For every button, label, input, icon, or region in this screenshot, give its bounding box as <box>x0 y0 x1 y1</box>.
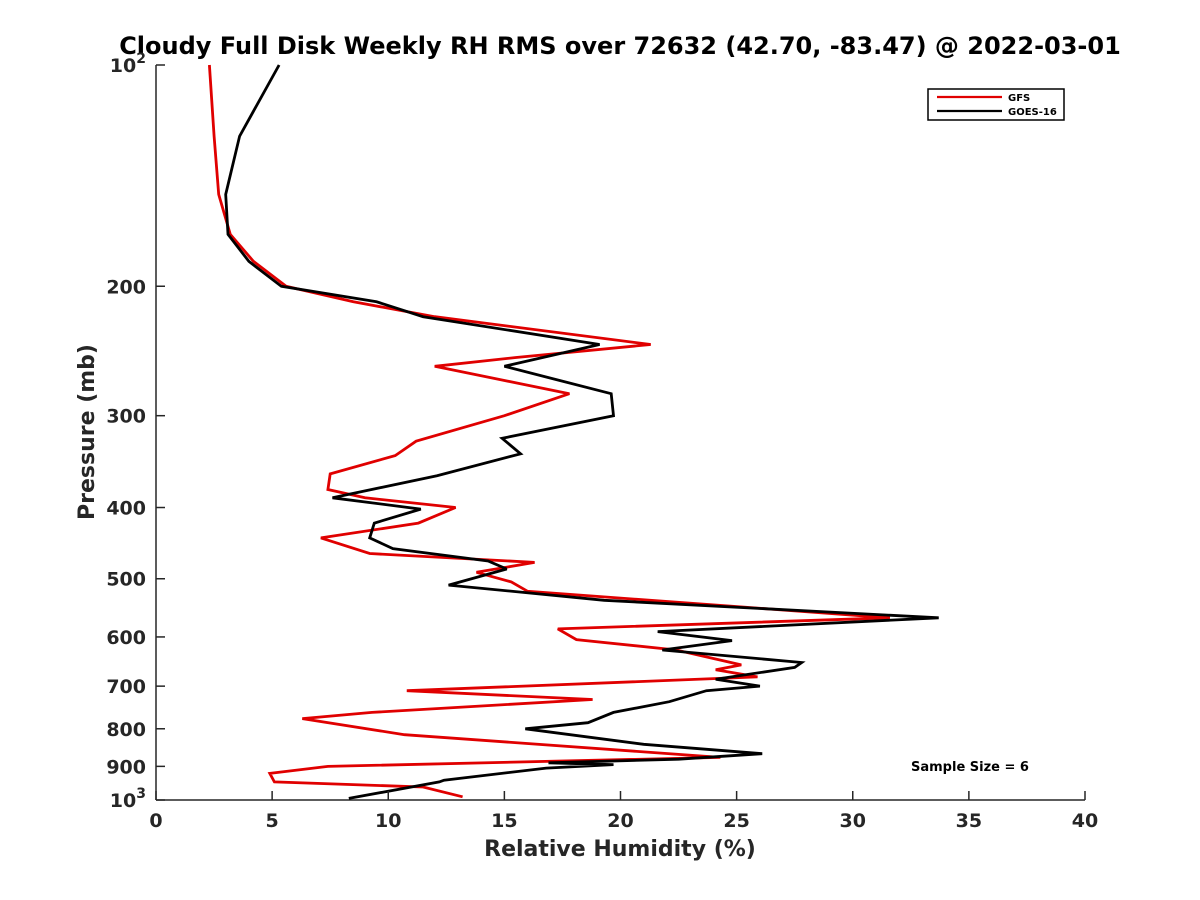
x-axis-label: Relative Humidity (%) <box>484 837 756 862</box>
x-tick-label: 0 <box>149 810 162 832</box>
legend-box <box>927 88 1065 121</box>
series-line-gfs <box>208 64 891 799</box>
y-tick-label: 400 <box>106 498 146 520</box>
x-axis: 0 5 10 15 20 25 30 35 40 <box>149 791 1098 832</box>
y-tick-label: 900 <box>106 756 146 778</box>
x-tick-label: 15 <box>491 810 517 832</box>
series-line-goes-16 <box>224 64 939 800</box>
plot-area <box>155 64 1085 801</box>
legend-label-goes16: GOES-16 <box>1008 107 1057 118</box>
x-tick-label: 30 <box>840 810 866 832</box>
y-tick-label: 500 <box>106 569 146 591</box>
x-tick-label: 40 <box>1072 810 1098 832</box>
x-tick-label: 35 <box>956 810 982 832</box>
y-tick-label: 800 <box>106 719 146 741</box>
x-tick-label: 10 <box>375 810 401 832</box>
x-tick-label: 5 <box>266 810 279 832</box>
y-axis: 102 200 300 400 500 600 700 800 900 103 <box>106 51 165 812</box>
legend-label-gfs: GFS <box>1008 93 1030 104</box>
x-tick-label: 20 <box>607 810 633 832</box>
x-tick-label: 25 <box>723 810 749 832</box>
y-axis-label: Pressure (mb) <box>75 344 100 520</box>
y-tick-label: 700 <box>106 676 146 698</box>
sample-size-annotation: Sample Size = 6 <box>911 760 1029 775</box>
y-tick-label: 102 <box>110 51 146 77</box>
y-tick-label: 103 <box>110 786 146 812</box>
y-tick-label: 200 <box>106 276 146 298</box>
chart-title: Cloudy Full Disk Weekly RH RMS over 7263… <box>119 32 1121 60</box>
y-tick-label: 600 <box>106 627 146 649</box>
y-tick-label: 300 <box>106 406 146 428</box>
legend: GFS GOES-16 <box>927 88 1065 121</box>
